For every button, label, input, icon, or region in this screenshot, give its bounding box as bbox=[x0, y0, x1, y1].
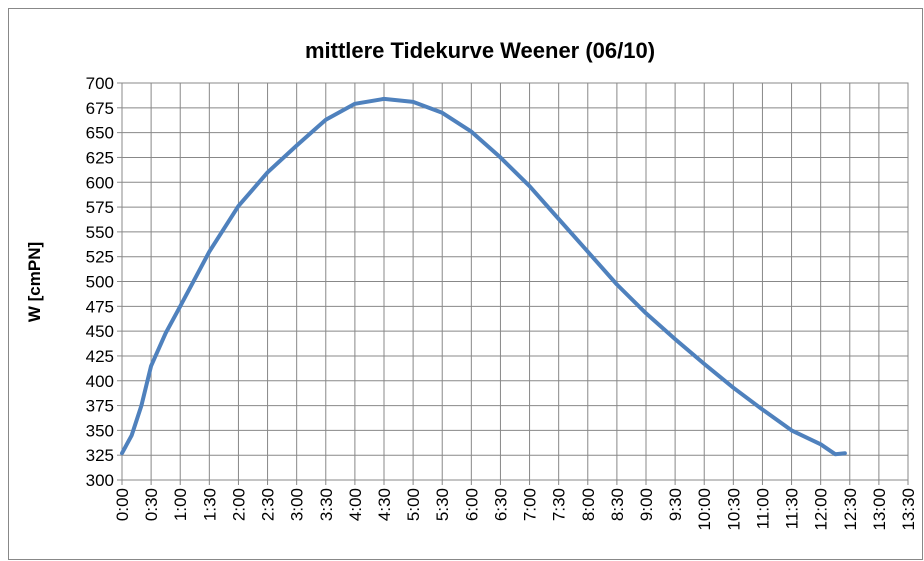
x-tick-label: 10:30 bbox=[724, 488, 743, 531]
x-tick-label: 13:30 bbox=[899, 488, 918, 531]
chart-title: mittlere Tidekurve Weener (06/10) bbox=[305, 38, 655, 63]
x-tick-label: 5:30 bbox=[433, 488, 452, 521]
x-tick-label: 12:00 bbox=[812, 488, 831, 531]
x-tick-label: 0:00 bbox=[113, 488, 132, 521]
x-tick-label: 10:00 bbox=[695, 488, 714, 531]
x-tick-label: 2:30 bbox=[259, 488, 278, 521]
y-tick-label: 675 bbox=[86, 99, 114, 118]
y-tick-label: 500 bbox=[86, 273, 114, 292]
x-tick-label: 7:30 bbox=[550, 488, 569, 521]
x-tick-label: 13:00 bbox=[870, 488, 889, 531]
x-tick-label: 4:30 bbox=[375, 488, 394, 521]
y-tick-label: 575 bbox=[86, 198, 114, 217]
x-tick-label: 12:30 bbox=[841, 488, 860, 531]
x-tick-label: 1:30 bbox=[200, 488, 219, 521]
y-tick-label: 525 bbox=[86, 248, 114, 267]
x-tick-label: 8:00 bbox=[579, 488, 598, 521]
x-tick-label: 1:00 bbox=[171, 488, 190, 521]
x-tick-label: 11:30 bbox=[783, 488, 802, 529]
x-tick-label: 3:30 bbox=[317, 488, 336, 521]
plot-frame bbox=[121, 82, 909, 481]
y-tick-label: 475 bbox=[86, 297, 114, 316]
y-tick-label: 375 bbox=[86, 397, 114, 416]
x-tick-label: 4:00 bbox=[346, 488, 365, 521]
x-tick-label: 2:00 bbox=[229, 488, 248, 521]
y-axis-label: W [cmPN] bbox=[25, 242, 44, 322]
x-tick-label: 0:30 bbox=[142, 488, 161, 521]
y-tick-label: 350 bbox=[86, 421, 114, 440]
x-tick-label: 7:00 bbox=[521, 488, 540, 521]
x-tick-label: 5:00 bbox=[404, 488, 423, 521]
y-tick-label: 400 bbox=[86, 372, 114, 391]
y-tick-label: 700 bbox=[86, 74, 114, 93]
x-tick-label: 6:00 bbox=[462, 488, 481, 521]
y-tick-label: 600 bbox=[86, 173, 114, 192]
x-tick-label: 6:30 bbox=[491, 488, 510, 521]
y-tick-label: 550 bbox=[86, 223, 114, 242]
chart-frame bbox=[8, 8, 923, 560]
x-tick-label: 3:00 bbox=[288, 488, 307, 521]
data-line bbox=[120, 96, 847, 457]
y-tick-label: 650 bbox=[86, 124, 114, 143]
y-tick-label: 450 bbox=[86, 322, 114, 341]
x-tick-label: 9:00 bbox=[637, 488, 656, 521]
x-tick-label: 9:30 bbox=[666, 488, 685, 521]
x-tick-label: 8:30 bbox=[608, 488, 627, 521]
y-tick-label: 300 bbox=[86, 471, 114, 490]
x-tick-label: 11:00 bbox=[753, 488, 772, 529]
y-tick-label: 325 bbox=[86, 446, 114, 465]
y-tick-label: 625 bbox=[86, 148, 114, 167]
y-tick-label: 425 bbox=[86, 347, 114, 366]
